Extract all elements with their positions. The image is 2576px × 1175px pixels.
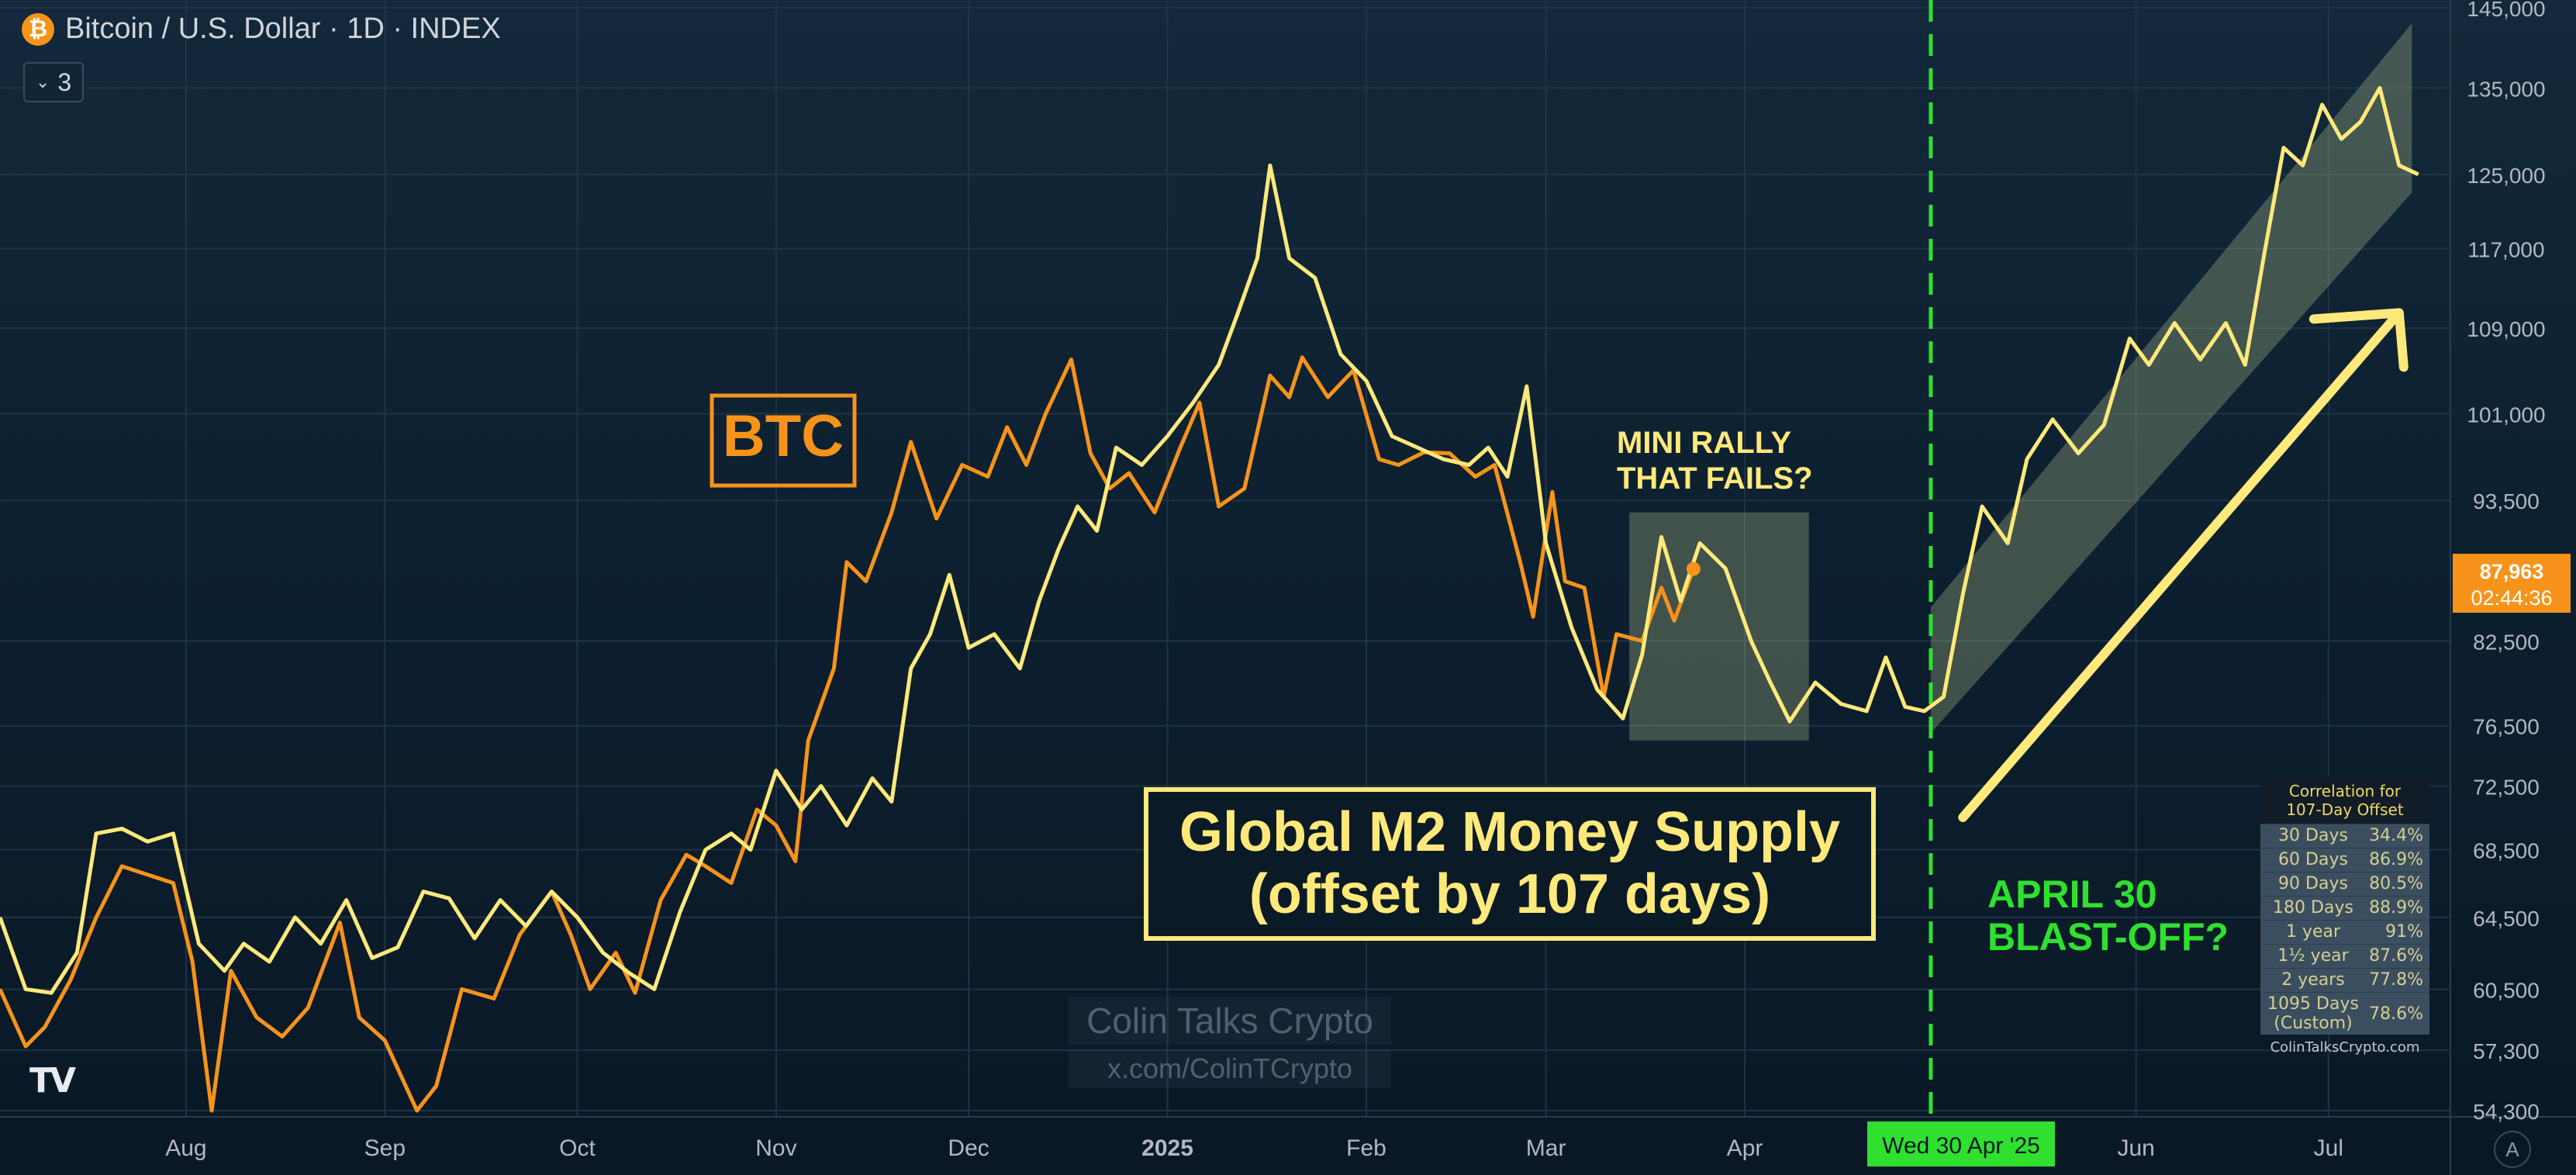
- x-tick-label: Sep: [364, 1135, 406, 1161]
- watermark-line1: Colin Talks Crypto: [1069, 997, 1391, 1045]
- blastoff-label-line1: APRIL 30: [1987, 873, 2157, 916]
- table-row: 1½ year 87.6%: [2260, 944, 2429, 968]
- y-tick-label: 72,500: [2473, 775, 2540, 799]
- y-tick-label: 125,000: [2467, 164, 2545, 188]
- mini-rally-label-line1: MINI RALLY: [1617, 426, 1792, 460]
- m2-label-line2: (offset by 107 days): [1249, 863, 1770, 925]
- table-row: 2 years 77.8%: [2260, 968, 2429, 992]
- x-tick-label: Dec: [948, 1135, 989, 1161]
- blastoff-label-line2: BLAST-OFF?: [1987, 915, 2229, 959]
- current-price-tag: [2453, 554, 2571, 613]
- y-tick-label: 64,500: [2473, 907, 2540, 931]
- y-tick-label: 82,500: [2473, 630, 2540, 654]
- y-axis: 145,000 135,000 125,000 117,000 109,000 101,0…: [2467, 0, 2545, 1124]
- period-cell: 180 Days: [2273, 898, 2353, 918]
- correlation-title-line1: Correlation for: [2288, 782, 2402, 800]
- period-cell-line1: 1095 Days: [2267, 994, 2359, 1014]
- watermark-line2: x.com/ColinTCrypto: [1069, 1049, 1391, 1088]
- period-cell: 30 Days: [2278, 826, 2348, 845]
- x-tick-label: Feb: [1346, 1135, 1386, 1161]
- x-tick-label: Nov: [755, 1135, 796, 1161]
- period-cell: 90 Days: [2278, 874, 2348, 893]
- current-price: 87,963: [2480, 560, 2544, 583]
- table-row: 90 Days 80.5%: [2260, 872, 2429, 896]
- value-cell: 91%: [2385, 922, 2423, 942]
- period-cell: 60 Days: [2278, 850, 2348, 869]
- y-tick-label: 60,500: [2473, 978, 2540, 1002]
- btc-current-price-dot: [1686, 562, 1701, 576]
- value-cell: 87.6%: [2369, 946, 2423, 966]
- btc-price-line: [0, 355, 1696, 1113]
- y-tick-label: 68,500: [2473, 839, 2540, 863]
- table-row: 30 Days 34.4%: [2260, 824, 2429, 848]
- table-row: 1 year 91%: [2260, 920, 2429, 944]
- btc-label-box: [710, 393, 857, 488]
- table-row: 60 Days 86.9%: [2260, 848, 2429, 872]
- x-tick-label: Oct: [559, 1135, 596, 1161]
- value-cell: 86.9%: [2369, 850, 2423, 869]
- global-m2-line: [0, 85, 2419, 995]
- date-tag: [1867, 1121, 2055, 1166]
- candle-countdown: 02:44:36: [2471, 586, 2552, 610]
- y-tick-label: 117,000: [2467, 238, 2544, 262]
- blast-off-arrow-head: [2308, 308, 2409, 372]
- value-cell: 80.5%: [2369, 874, 2423, 893]
- period-cell-line2: (Custom): [2274, 1014, 2353, 1033]
- m2-label-line1: Global M2 Money Supply: [1179, 801, 1840, 863]
- blast-off-arrow-shaft: [1958, 308, 2404, 822]
- y-tick-label: 93,500: [2473, 489, 2540, 513]
- y-tick-label: 135,000: [2467, 77, 2545, 101]
- y-tick-label: 101,000: [2467, 403, 2545, 427]
- x-tick-label: Jun: [2117, 1135, 2154, 1161]
- period-cell: 2 years: [2281, 970, 2345, 990]
- btc-label: BTC: [723, 403, 844, 469]
- value-cell: 77.8%: [2369, 970, 2423, 990]
- correlation-title-line2: 107-Day Offset: [2286, 800, 2404, 819]
- table-row: 1095 Days (Custom) 78.6%: [2260, 992, 2429, 1035]
- date-tag-label: Wed 30 Apr '25: [1882, 1133, 2040, 1159]
- m2-label-box: [1144, 787, 1876, 941]
- watermark: Colin Talks Crypto x.com/ColinTCrypto: [1069, 997, 1391, 1088]
- tradingview-logo[interactable]: TV: [29, 1061, 76, 1101]
- x-tick-label: Aug: [165, 1135, 206, 1161]
- mini-rally-label-line2: THAT FAILS?: [1617, 461, 1813, 496]
- y-tick-label: 145,000: [2467, 0, 2545, 21]
- y-tick-label: 109,000: [2467, 317, 2545, 341]
- value-cell: 78.6%: [2369, 1004, 2423, 1024]
- chevron-down-icon: ⌄: [35, 72, 50, 92]
- symbol-title[interactable]: Bitcoin / U.S. Dollar · 1D · INDEX: [65, 12, 501, 45]
- auto-scale-button[interactable]: A: [2494, 1131, 2531, 1168]
- period-cell: 1095 Days (Custom): [2260, 994, 2366, 1033]
- y-tick-label: 76,500: [2473, 715, 2540, 739]
- x-tick-label: 2025: [1141, 1135, 1193, 1161]
- chart-header: ₿ Bitcoin / U.S. Dollar · 1D · INDEX: [22, 12, 501, 46]
- x-tick-label: Mar: [1526, 1135, 1566, 1161]
- value-cell: 88.9%: [2369, 898, 2423, 918]
- period-cell: 1½ year: [2277, 946, 2349, 966]
- correlation-table: Correlation for 107-Day Offset 30 Days 34…: [2260, 777, 2429, 1056]
- value-cell: 34.4%: [2369, 826, 2423, 845]
- indicators-toggle[interactable]: ⌄ 3: [23, 62, 84, 102]
- y-tick-label: 54,300: [2473, 1100, 2540, 1124]
- table-row: 180 Days 88.9%: [2260, 896, 2429, 920]
- correlation-table-title: Correlation for 107-Day Offset: [2260, 777, 2429, 824]
- correlation-table-footer: ColinTalksCrypto.com: [2270, 1039, 2420, 1056]
- x-tick-label: Apr: [1727, 1135, 1763, 1161]
- bitcoin-icon: ₿: [22, 12, 54, 46]
- y-tick-label: 57,300: [2473, 1039, 2540, 1063]
- period-cell: 1 year: [2285, 922, 2341, 942]
- indicator-count: 3: [57, 67, 72, 96]
- x-axis: Aug Sep Oct Nov Dec 2025 Feb Mar Apr Jun Jul: [165, 1135, 2343, 1161]
- x-tick-label: Jul: [2314, 1135, 2343, 1161]
- projection-channel: [1930, 23, 2412, 734]
